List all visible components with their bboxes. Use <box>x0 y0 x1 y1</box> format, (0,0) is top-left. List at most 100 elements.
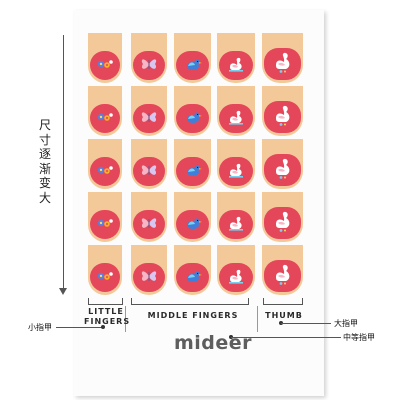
nail-cap <box>219 210 253 239</box>
nail-motif <box>139 267 159 289</box>
nail-motif <box>139 161 159 183</box>
little-fingers-label: LITTLE FINGERS <box>84 307 131 326</box>
nail-cap <box>133 263 165 292</box>
size-arrow-head-icon <box>59 288 67 295</box>
column-divider <box>125 306 126 332</box>
nail-cap <box>176 104 209 133</box>
size-increase-label: 尺寸逐渐变大 <box>38 118 51 205</box>
nail-motif <box>183 108 203 130</box>
bird-icon <box>186 270 202 282</box>
nail-sticker <box>262 33 303 83</box>
little-fingers-bracket <box>88 298 123 305</box>
nail-motif <box>95 55 115 77</box>
thumb-callout-line <box>281 323 331 324</box>
bird-icon <box>186 111 202 123</box>
nail-sticker <box>174 245 211 295</box>
nail-sticker <box>217 86 255 136</box>
nail-cap <box>90 104 120 133</box>
nail-cap <box>264 48 301 80</box>
nail-cap <box>90 263 120 292</box>
nail-cap <box>90 51 120 80</box>
nail-sticker <box>174 33 211 83</box>
middle-fingers-bracket <box>131 298 249 305</box>
bird-icon <box>186 164 202 176</box>
nail-cap <box>90 157 120 186</box>
swan-small-icon <box>229 163 243 178</box>
flowers-icon <box>97 218 113 227</box>
nail-motif <box>139 108 159 130</box>
nail-sticker <box>174 139 211 189</box>
nail-cap <box>90 210 120 239</box>
nail-cap <box>264 207 301 239</box>
middle-nail-callout: 中等指甲 <box>343 333 375 342</box>
nail-motif <box>139 55 159 77</box>
nail-cap <box>219 51 253 80</box>
nail-cap <box>176 51 209 80</box>
nail-cap <box>176 263 209 292</box>
little-callout-line <box>56 327 102 328</box>
bird-icon <box>186 58 202 70</box>
nail-cap <box>133 104 165 133</box>
nail-cap <box>264 101 301 133</box>
nail-motif <box>226 161 246 183</box>
flowers-icon <box>97 112 113 121</box>
middle-fingers-label: MIDDLE FINGERS <box>147 311 239 320</box>
nail-cap <box>176 157 209 186</box>
nail-sticker <box>131 33 167 83</box>
nail-sticker <box>131 192 167 242</box>
nail-cap <box>133 210 165 239</box>
swan-large-icon <box>275 211 289 232</box>
butterfly-icon <box>141 217 157 228</box>
bird-icon <box>186 217 202 229</box>
nail-sticker <box>262 139 303 189</box>
nail-motif <box>139 214 159 236</box>
swan-small-icon <box>229 57 243 72</box>
nail-sticker <box>88 192 122 242</box>
nail-sticker <box>88 33 122 83</box>
thumb-bracket <box>263 298 303 305</box>
nail-sticker <box>262 245 303 295</box>
nail-sticker <box>262 192 303 242</box>
butterfly-icon <box>141 270 157 281</box>
nail-motif <box>271 50 295 78</box>
nail-sticker <box>174 192 211 242</box>
nail-motif <box>183 55 203 77</box>
swan-large-icon <box>275 105 289 126</box>
thumb-nail-callout: 大指甲 <box>334 319 358 328</box>
flowers-icon <box>97 271 113 280</box>
swan-large-icon <box>275 158 289 179</box>
flowers-icon <box>97 165 113 174</box>
nail-cap <box>133 51 165 80</box>
nail-motif <box>95 161 115 183</box>
little-callout-dot <box>101 325 105 329</box>
nail-motif <box>183 161 203 183</box>
nail-motif <box>95 108 115 130</box>
nail-motif <box>271 209 295 237</box>
middle-callout-line <box>231 337 341 338</box>
nail-sticker <box>217 33 255 83</box>
swan-large-icon <box>275 52 289 73</box>
nail-sticker <box>217 139 255 189</box>
butterfly-icon <box>141 164 157 175</box>
nail-motif <box>183 214 203 236</box>
nail-motif <box>95 267 115 289</box>
swan-small-icon <box>229 216 243 231</box>
nail-motif <box>183 267 203 289</box>
column-divider <box>257 306 258 332</box>
nail-cap <box>264 154 301 186</box>
brand-logo: mideer <box>174 332 253 354</box>
nail-sticker <box>217 245 255 295</box>
swan-small-icon <box>229 110 243 125</box>
nail-cap <box>219 157 253 186</box>
nail-cap <box>219 263 253 292</box>
nail-motif <box>226 214 246 236</box>
nail-sticker <box>131 139 167 189</box>
little-nail-callout: 小指甲 <box>28 323 52 332</box>
nail-sticker <box>174 86 211 136</box>
nail-sticker <box>131 245 167 295</box>
swan-small-icon <box>229 269 243 284</box>
butterfly-icon <box>141 111 157 122</box>
thumb-label: THUMB <box>265 311 303 320</box>
nail-motif <box>271 103 295 131</box>
